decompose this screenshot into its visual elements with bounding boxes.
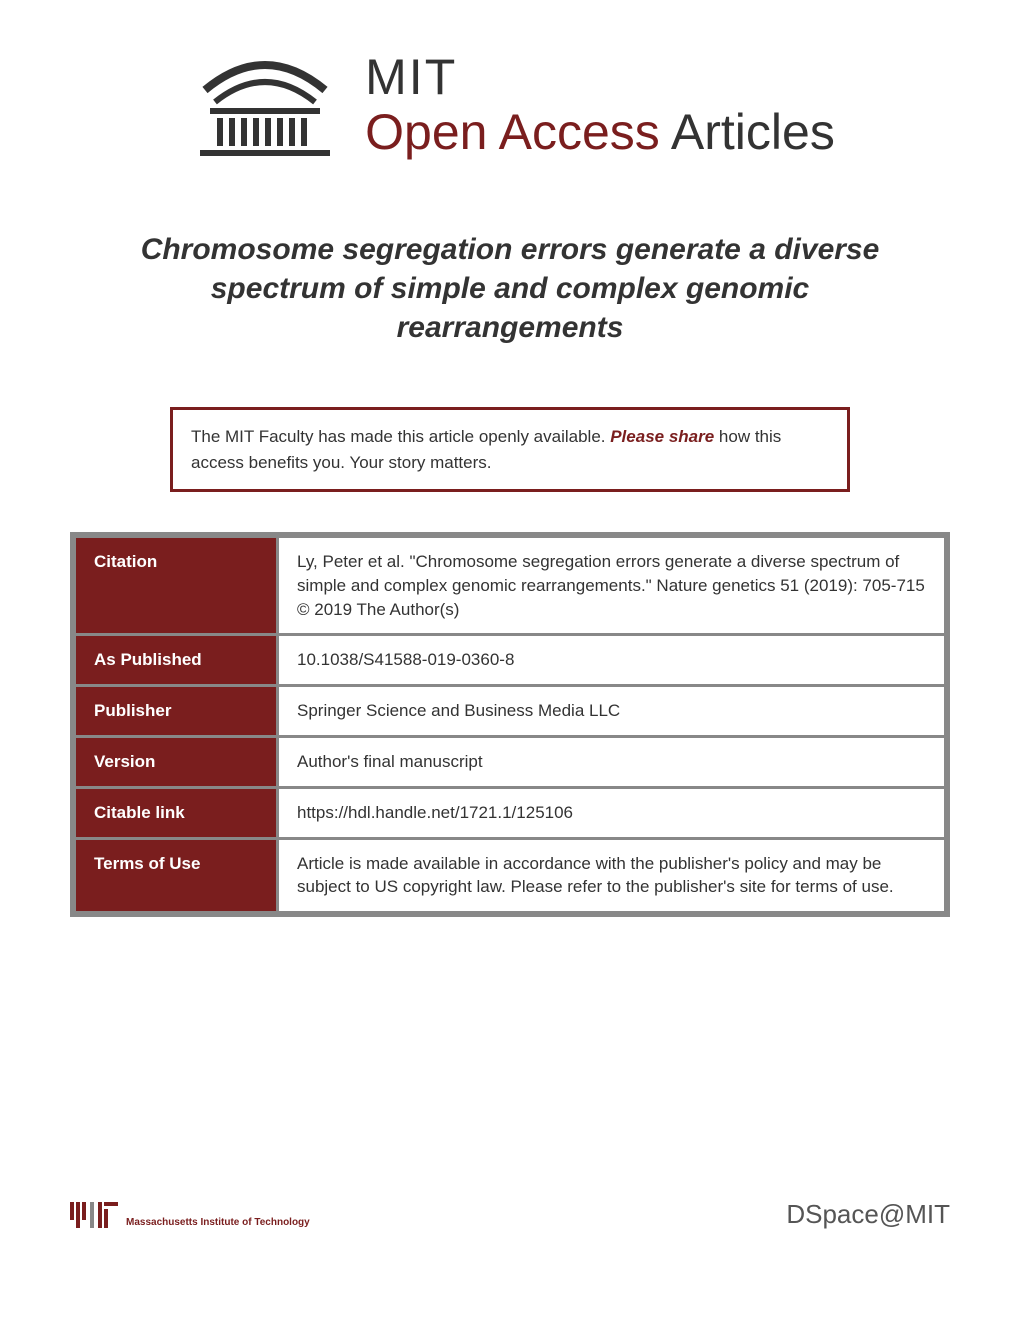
header-open-access: Open Access	[365, 104, 660, 160]
mit-logo-icon	[70, 1202, 118, 1228]
header-articles: Articles	[660, 104, 835, 160]
metadata-table: Citation Ly, Peter et al. "Chromosome se…	[70, 532, 950, 917]
table-row: Citable link https://hdl.handle.net/1721…	[76, 789, 944, 837]
header-subtitle: Open Access Articles	[365, 105, 835, 160]
table-row: Version Author's final manuscript	[76, 738, 944, 786]
header-mit-label: MIT	[365, 50, 835, 105]
metadata-label: Terms of Use	[76, 840, 276, 912]
table-row: Terms of Use Article is made available i…	[76, 840, 944, 912]
metadata-label: Citation	[76, 538, 276, 633]
metadata-label: Publisher	[76, 687, 276, 735]
metadata-label: Citable link	[76, 789, 276, 837]
table-row: Publisher Springer Science and Business …	[76, 687, 944, 735]
metadata-label: As Published	[76, 636, 276, 684]
metadata-value: Author's final manuscript	[279, 738, 944, 786]
header-text: MIT Open Access Articles	[365, 50, 835, 160]
header: MIT Open Access Articles	[70, 50, 950, 160]
table-row: Citation Ly, Peter et al. "Chromosome se…	[76, 538, 944, 633]
share-text-before: The MIT Faculty has made this article op…	[191, 427, 610, 446]
please-share-link[interactable]: Please share	[610, 427, 714, 446]
dome-logo-icon	[185, 50, 345, 160]
dspace-label: DSpace@MIT	[786, 1199, 950, 1230]
share-notice-box: The MIT Faculty has made this article op…	[170, 407, 850, 492]
metadata-value: Springer Science and Business Media LLC	[279, 687, 944, 735]
metadata-value[interactable]: https://hdl.handle.net/1721.1/125106	[279, 789, 944, 837]
footer: Massachusetts Institute of Technology DS…	[70, 1199, 950, 1230]
article-title: Chromosome segregation errors generate a…	[70, 230, 950, 347]
mit-footer-logo: Massachusetts Institute of Technology	[70, 1202, 310, 1228]
table-row: As Published 10.1038/S41588-019-0360-8	[76, 636, 944, 684]
metadata-value: Article is made available in accordance …	[279, 840, 944, 912]
mit-footer-text: Massachusetts Institute of Technology	[126, 1217, 310, 1228]
metadata-value: 10.1038/S41588-019-0360-8	[279, 636, 944, 684]
metadata-value: Ly, Peter et al. "Chromosome segregation…	[279, 538, 944, 633]
metadata-label: Version	[76, 738, 276, 786]
